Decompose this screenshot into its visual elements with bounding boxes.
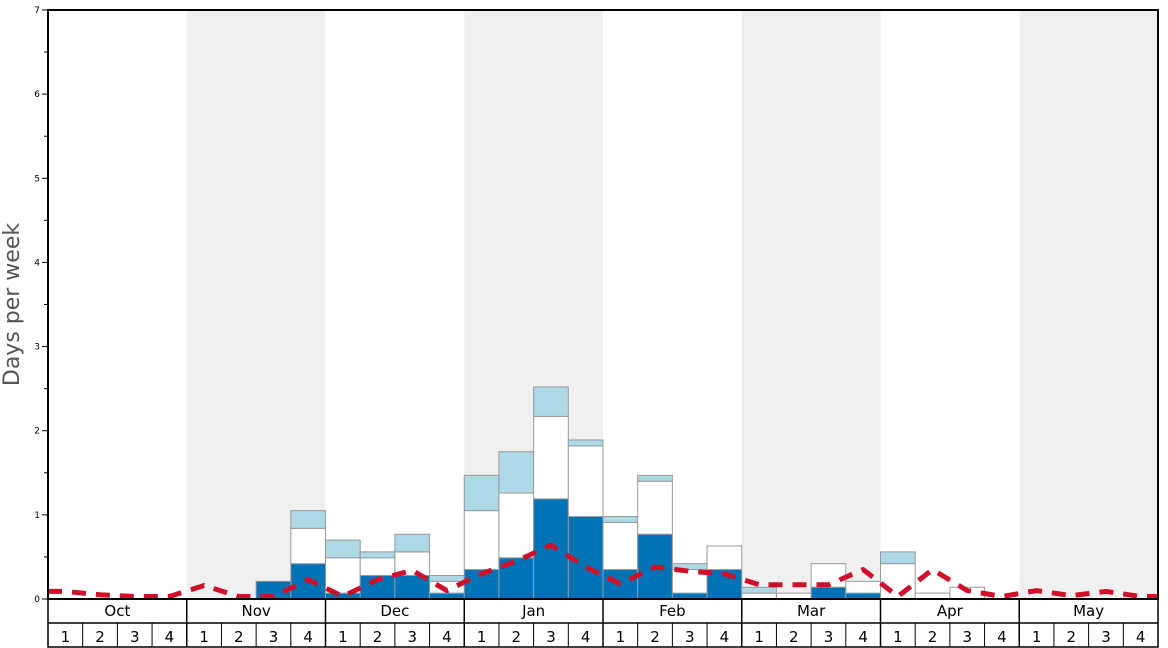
week-label: 3 bbox=[962, 628, 972, 646]
week-label: 1 bbox=[1032, 628, 1042, 646]
bar-segment-light bbox=[359, 551, 396, 559]
bar-segment-white bbox=[706, 545, 743, 571]
month-shade-nov bbox=[186, 10, 326, 599]
week-label: 2 bbox=[373, 628, 383, 646]
week-label: 2 bbox=[789, 628, 799, 646]
y-axis-label: Days per week bbox=[0, 223, 25, 386]
bar-segment-white bbox=[880, 563, 916, 600]
y-tick-label: 6 bbox=[34, 90, 40, 100]
bar-segment-white bbox=[602, 521, 639, 571]
week-label: 1 bbox=[616, 628, 626, 646]
week-label: 2 bbox=[234, 628, 244, 646]
bar-segment-white bbox=[463, 510, 500, 571]
week-label: 4 bbox=[720, 628, 730, 646]
x-axis-group: Oct 1 2 3 4 Nov 1 2 3 4 Dec 1 2 3 4 Jan 1 2 3 4 Feb 1 2 3 4 Mar 1 2… bbox=[47, 598, 1159, 648]
y-tick-label: 5 bbox=[34, 174, 40, 184]
bar-segment-light bbox=[290, 510, 326, 529]
week-label: 3 bbox=[269, 628, 279, 646]
week-label: 4 bbox=[165, 628, 175, 646]
week-label: 4 bbox=[442, 628, 452, 646]
y-tick-label: 0 bbox=[34, 595, 40, 605]
bar-segment-light bbox=[637, 474, 673, 482]
bar-segment-white bbox=[845, 580, 881, 594]
month-label-jan: Jan bbox=[521, 602, 545, 620]
y-tick-label: 4 bbox=[34, 258, 40, 268]
week-label: 3 bbox=[685, 628, 695, 646]
week-label: 1 bbox=[61, 628, 71, 646]
bar-segment-light bbox=[463, 474, 500, 512]
week-label: 2 bbox=[95, 628, 105, 646]
week-label: 4 bbox=[303, 628, 313, 646]
bar-segment-dark bbox=[533, 498, 569, 600]
week-label: 2 bbox=[1067, 628, 1077, 646]
week-label: 4 bbox=[1136, 628, 1146, 646]
y-tick-label: 7 bbox=[34, 6, 40, 16]
month-label-mar: Mar bbox=[797, 602, 826, 620]
bar-segment-light bbox=[567, 439, 604, 447]
week-label: 4 bbox=[997, 628, 1007, 646]
month-label-apr: Apr bbox=[937, 602, 964, 620]
week-label: 3 bbox=[1101, 628, 1111, 646]
bar-segment-light bbox=[533, 386, 569, 417]
plot-frame bbox=[47, 9, 1159, 600]
week-label: 1 bbox=[338, 628, 348, 646]
week-label: 1 bbox=[477, 628, 487, 646]
average-line-group bbox=[48, 542, 1158, 599]
week-label: 3 bbox=[546, 628, 556, 646]
week-label: 3 bbox=[407, 628, 417, 646]
bar-segment-light bbox=[741, 586, 777, 594]
bar-segment-white bbox=[533, 415, 569, 500]
bar-segment-white bbox=[637, 480, 673, 535]
y-tick-label: 1 bbox=[34, 511, 40, 521]
bar-segment-light bbox=[394, 533, 431, 553]
week-label: 1 bbox=[199, 628, 209, 646]
average-line bbox=[48, 542, 1158, 599]
week-label: 2 bbox=[512, 628, 522, 646]
month-shade-may bbox=[1019, 10, 1158, 599]
bar-segment-light bbox=[602, 516, 639, 523]
week-label: 1 bbox=[754, 628, 764, 646]
month-label-oct: Oct bbox=[104, 602, 130, 620]
bar-segment-light bbox=[498, 451, 535, 494]
y-tick-label: 2 bbox=[34, 427, 40, 437]
bar-segment-white bbox=[498, 492, 535, 559]
bar-segment-white bbox=[567, 445, 604, 518]
bar-segment-white bbox=[290, 527, 326, 565]
bar-segment-light bbox=[880, 551, 916, 565]
bar-segment-light bbox=[325, 539, 361, 559]
bar-segment-white bbox=[359, 557, 396, 576]
bar-segment-dark bbox=[810, 586, 847, 600]
bar-segment-light bbox=[429, 574, 465, 582]
week-label: 2 bbox=[928, 628, 938, 646]
week-label: 2 bbox=[650, 628, 660, 646]
axes-group: 0 1 2 3 4 5 6 7 bbox=[34, 6, 48, 605]
month-label-dec: Dec bbox=[380, 602, 409, 620]
week-label: 1 bbox=[893, 628, 903, 646]
month-label-may: May bbox=[1073, 602, 1104, 620]
week-label: 3 bbox=[824, 628, 834, 646]
y-tick-label: 3 bbox=[34, 343, 40, 353]
week-label: 4 bbox=[858, 628, 868, 646]
month-label-nov: Nov bbox=[241, 602, 270, 620]
week-label: 4 bbox=[581, 628, 591, 646]
month-shade-mar bbox=[741, 10, 881, 599]
month-shading-group bbox=[186, 10, 1158, 599]
week-label: 3 bbox=[130, 628, 140, 646]
month-label-feb: Feb bbox=[659, 602, 686, 620]
